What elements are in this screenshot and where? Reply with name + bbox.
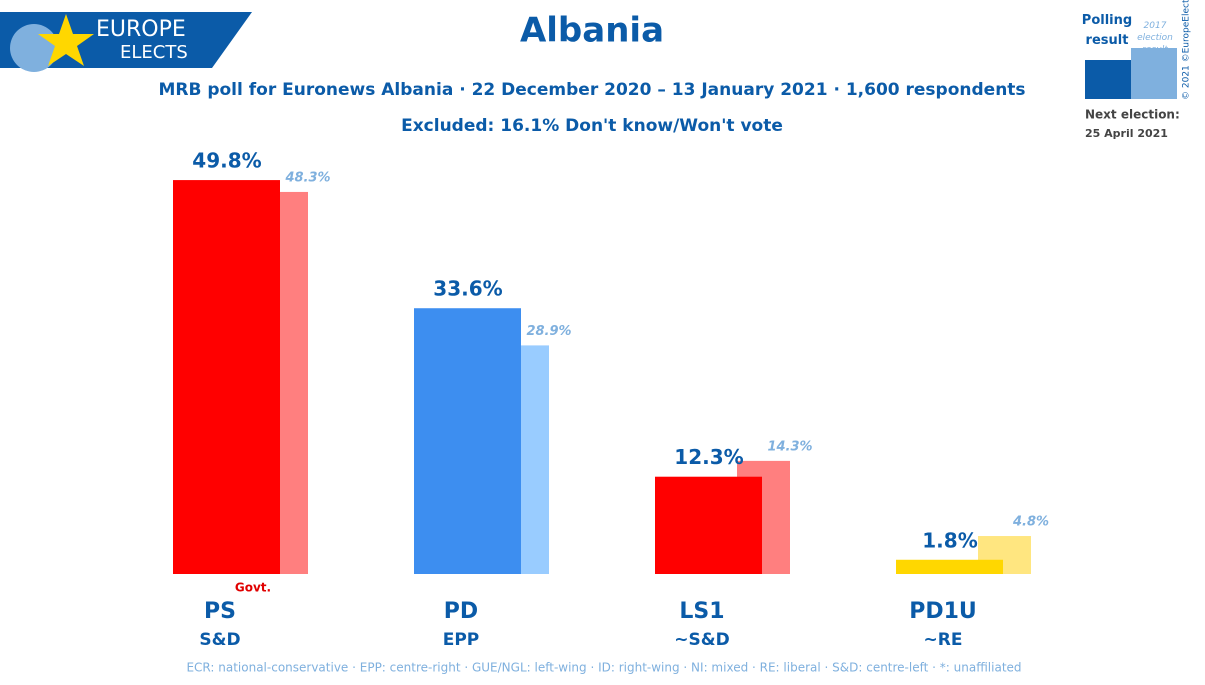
- value-label: 48.3%: [284, 170, 330, 185]
- bar: [173, 180, 280, 574]
- bar: [896, 559, 1003, 574]
- x-tick-label: PS: [204, 599, 236, 624]
- footer: ECR: national-conservative · EPP: centre…: [186, 661, 1021, 675]
- legend-label: Polling result: [1082, 13, 1132, 48]
- value-label: 33.6%: [433, 277, 502, 301]
- logo-text: ELECTS: [120, 42, 188, 63]
- value-label: 14.3%: [767, 439, 812, 454]
- x-tick-label: PD: [444, 599, 478, 624]
- x-tick-label: LS1: [679, 599, 724, 624]
- logo-circle: [10, 24, 58, 72]
- value-label: 49.8%: [192, 149, 261, 173]
- value-label: 1.8%: [922, 528, 977, 552]
- bar: [414, 308, 521, 574]
- logo-star: [38, 14, 94, 66]
- group-label: EPP: [443, 630, 480, 650]
- next-election-date: 25 April 2021: [1085, 127, 1168, 140]
- annotation: Govt.: [235, 581, 271, 595]
- group-label: ~RE: [924, 630, 963, 650]
- subtitle: MRB poll for Euronews Albania · 22 Decem…: [158, 80, 1025, 100]
- next-election-label: Next election:: [1085, 108, 1180, 122]
- x-tick-label: PD1U: [909, 599, 977, 624]
- copyright: © 2021 ©EuropeElects: [1182, 0, 1192, 100]
- note: Excluded: 16.1% Don't know/Won't vote: [401, 116, 783, 136]
- logo-text: EUROPE: [96, 17, 186, 42]
- legend-swatch: [1085, 60, 1133, 99]
- group-label: ~S&D: [674, 630, 729, 650]
- value-label: 28.9%: [526, 324, 571, 339]
- legend-swatch: [1131, 48, 1177, 99]
- chart-title: Albania: [520, 11, 664, 51]
- group-label: S&D: [199, 630, 240, 650]
- value-label: 12.3%: [674, 445, 743, 469]
- bar: [655, 476, 762, 574]
- value-label: 4.8%: [1012, 515, 1049, 530]
